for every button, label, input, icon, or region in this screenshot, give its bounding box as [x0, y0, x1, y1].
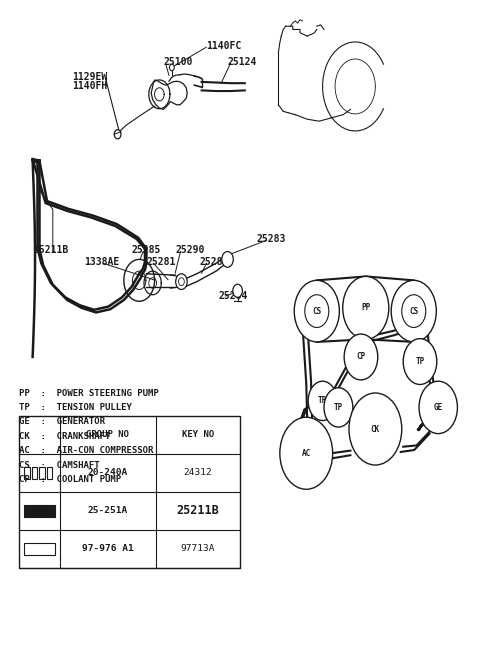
Text: 25281: 25281	[146, 257, 176, 267]
Circle shape	[280, 417, 333, 489]
Text: 25211B: 25211B	[177, 504, 219, 517]
Text: PP: PP	[361, 303, 371, 312]
Text: KEY NO: KEY NO	[182, 430, 214, 440]
Text: AC: AC	[301, 449, 311, 458]
Text: 1338AE: 1338AE	[84, 257, 119, 267]
Circle shape	[222, 252, 233, 267]
Bar	[24, 467, 30, 479]
Bar	[39, 467, 45, 479]
Circle shape	[294, 280, 339, 342]
Circle shape	[391, 280, 436, 342]
Text: TP: TP	[334, 403, 343, 412]
Text: 1129EW: 1129EW	[72, 71, 107, 82]
Text: CK  :  CRANKSHAFT: CK : CRANKSHAFT	[19, 432, 110, 441]
Text: 97-976 A1: 97-976 A1	[82, 544, 134, 553]
Bar	[24, 543, 55, 555]
Text: 25290: 25290	[175, 245, 204, 255]
Text: GROUP NO: GROUP NO	[86, 430, 130, 440]
Circle shape	[176, 274, 187, 290]
Text: CS: CS	[312, 307, 322, 316]
Text: TP: TP	[415, 357, 425, 366]
Circle shape	[419, 381, 457, 434]
Text: 25285: 25285	[132, 245, 161, 255]
Circle shape	[233, 284, 242, 297]
Circle shape	[349, 393, 402, 465]
Text: GE  :  GENERATOR: GE : GENERATOR	[19, 417, 105, 426]
Text: TP  :  TENSION PULLEY: TP : TENSION PULLEY	[19, 403, 132, 412]
Text: 25283: 25283	[257, 234, 286, 244]
Circle shape	[305, 295, 329, 328]
Text: CP  :  COOLANT PUMP: CP : COOLANT PUMP	[19, 475, 121, 484]
Circle shape	[324, 388, 353, 427]
Text: 25-251A: 25-251A	[88, 506, 128, 515]
Circle shape	[343, 276, 389, 339]
Text: 20-240A: 20-240A	[88, 468, 128, 477]
Text: 25282: 25282	[199, 257, 228, 267]
Text: 25100: 25100	[163, 57, 192, 67]
Text: TP: TP	[318, 396, 327, 405]
Text: PP  :  POWER STEERING PUMP: PP : POWER STEERING PUMP	[19, 388, 159, 398]
Text: CS  :  CAMSHAFT: CS : CAMSHAFT	[19, 460, 100, 470]
Text: CK: CK	[371, 424, 380, 434]
Text: GE: GE	[433, 403, 443, 412]
Circle shape	[169, 64, 174, 71]
Circle shape	[308, 381, 337, 421]
Text: 25124: 25124	[228, 57, 257, 67]
Bar	[24, 505, 55, 517]
Circle shape	[344, 334, 378, 380]
Text: 24312: 24312	[184, 468, 212, 477]
Text: 97713A: 97713A	[181, 544, 215, 553]
Text: 25211B: 25211B	[34, 245, 69, 255]
Circle shape	[114, 130, 121, 139]
Text: CP: CP	[356, 352, 366, 362]
Bar	[19, 416, 240, 568]
Text: CS: CS	[409, 307, 419, 316]
Circle shape	[402, 295, 426, 328]
Bar	[32, 467, 37, 479]
Bar	[47, 467, 52, 479]
Text: 1140FC: 1140FC	[206, 41, 241, 51]
Text: 25284: 25284	[218, 291, 248, 301]
Text: 1140FH: 1140FH	[72, 81, 107, 92]
Circle shape	[403, 339, 437, 384]
Text: AC  :  AIR-CON COMPRESSOR: AC : AIR-CON COMPRESSOR	[19, 446, 154, 455]
